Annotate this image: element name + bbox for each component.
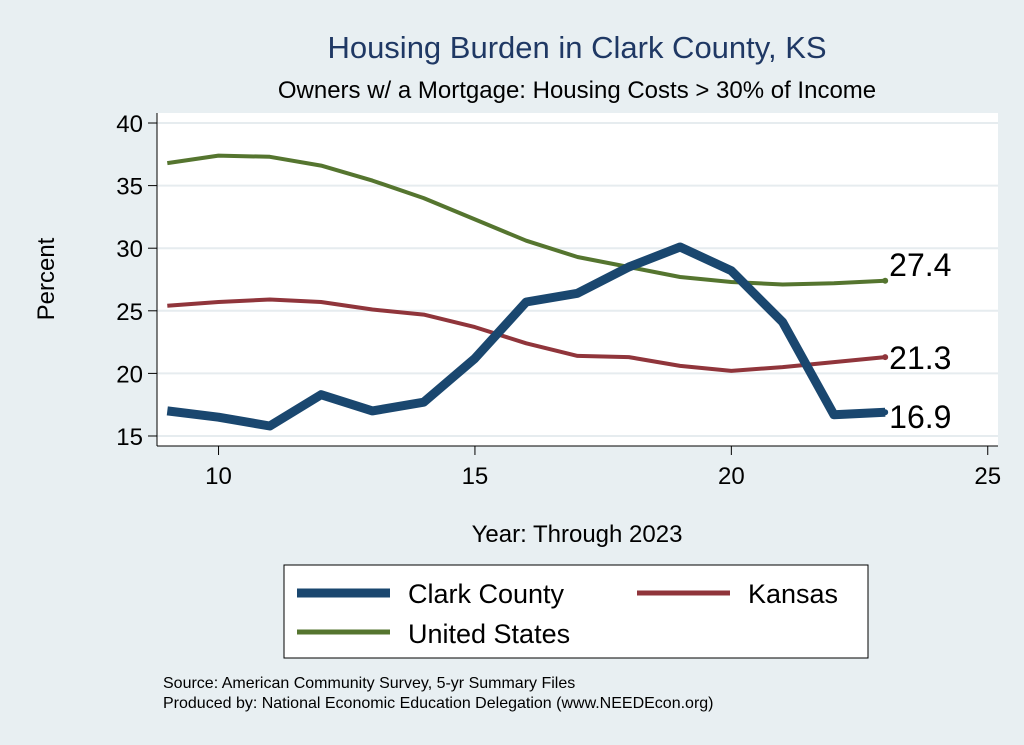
series-lines <box>166 153 889 431</box>
axis-ticks: 15 20 25 30 35 40 10 15 20 25 <box>116 111 1001 490</box>
end-label-clark-county: 16.9 <box>889 399 951 435</box>
legend: Clark County Kansas United States <box>283 564 869 659</box>
producer-line: Produced by: National Economic Education… <box>163 695 714 712</box>
legend-label-united-states: United States <box>408 619 570 649</box>
series-line-clark-county <box>166 242 886 431</box>
plot-area <box>157 113 998 446</box>
y-tick-label-35: 35 <box>116 174 143 201</box>
x-axis-label: Year: Through 2023 <box>472 521 683 548</box>
series-end-marker-united-states <box>882 277 889 284</box>
grid-lines <box>157 122 998 437</box>
legend-label-kansas: Kansas <box>748 579 838 609</box>
x-tick-label-10: 10 <box>205 463 232 490</box>
x-tick-label-15: 15 <box>462 463 489 490</box>
series-line-kansas <box>167 297 886 373</box>
y-tick-label-25: 25 <box>116 299 143 326</box>
y-tick-label-20: 20 <box>116 361 143 388</box>
series-end-marker-kansas <box>882 354 889 361</box>
x-tick-label-20: 20 <box>718 463 745 490</box>
chart-subtitle: Owners w/ a Mortgage: Housing Costs > 30… <box>278 77 876 104</box>
legend-label-clark-county: Clark County <box>408 579 565 609</box>
x-tick-label-25: 25 <box>974 463 1001 490</box>
end-label-united-states: 27.4 <box>889 247 951 283</box>
end-labels: 27.4 21.3 16.9 <box>889 247 951 435</box>
y-axis-label: Percent <box>33 237 60 320</box>
legend-box <box>283 564 869 659</box>
y-tick-label-15: 15 <box>116 424 143 451</box>
chart-title: Housing Burden in Clark County, KS <box>327 30 826 65</box>
source-line: Source: American Community Survey, 5-yr … <box>163 675 575 692</box>
y-tick-label-30: 30 <box>116 236 143 263</box>
end-label-kansas: 21.3 <box>889 340 951 376</box>
series-line-united-states <box>167 153 886 287</box>
y-tick-label-40: 40 <box>116 111 143 138</box>
series-end-marker-clark-county <box>882 409 889 416</box>
